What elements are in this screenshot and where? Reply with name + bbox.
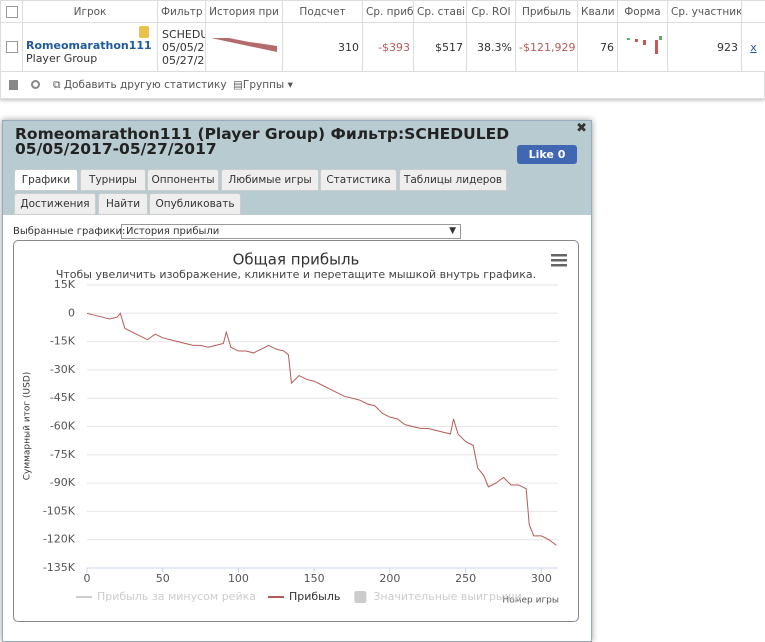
badge-icon	[139, 26, 149, 38]
toolbar: ⧉ Добавить другую статистику ▤Группы ▾	[0, 72, 765, 99]
x-tick-label: 50	[156, 572, 170, 585]
form-chart	[618, 23, 668, 72]
header[interactable]: Ср. приб	[363, 1, 414, 23]
header[interactable]: Форма	[618, 1, 668, 23]
tab[interactable]: Найти	[98, 193, 148, 215]
avg-roi: 38.3%	[467, 23, 516, 72]
add-stat[interactable]: ⧉ Добавить другую статистику	[53, 79, 227, 92]
menu-icon[interactable]	[551, 254, 567, 267]
player-group: Player Group	[26, 52, 154, 65]
x-tick-label: 300	[531, 572, 552, 585]
close-button[interactable]: ✖	[576, 121, 587, 136]
remove-row[interactable]: x	[742, 23, 765, 72]
refresh-icon[interactable]	[31, 80, 40, 89]
x-tick-label: 100	[228, 572, 249, 585]
header[interactable]: Игрок	[23, 1, 158, 23]
stats-table: Игрок Фильтр История при Подсчет Ср. при…	[0, 0, 765, 72]
header[interactable]: История при	[206, 1, 283, 23]
y-axis-label: Суммарный итог (USD)	[23, 372, 33, 481]
select-value: История прибыли	[126, 226, 219, 237]
header[interactable]: Подсчет	[283, 1, 363, 23]
dialog-title: Romeomarathon111 (Player Group) Фильтр:S…	[15, 127, 535, 157]
chart-select[interactable]: История прибыли▼	[121, 224, 461, 239]
avg-profit: -$393	[363, 23, 414, 72]
y-tick-label: -75K	[50, 448, 76, 461]
tab[interactable]: Графики	[14, 169, 78, 191]
y-tick-label: -120K	[43, 533, 76, 546]
tab[interactable]: Любимые игры	[221, 169, 319, 191]
like-count: 0	[558, 148, 566, 161]
y-tick-label: -30K	[50, 363, 76, 376]
player-name[interactable]: Romeomarathon111	[26, 39, 154, 52]
tab[interactable]: Оппоненты	[147, 169, 219, 191]
x-tick-label: 0	[84, 572, 91, 585]
header[interactable]: Ср. ROI	[467, 1, 516, 23]
delete-icon[interactable]	[9, 80, 18, 90]
y-tick-label: 0	[68, 306, 75, 319]
groups[interactable]: ▤Группы ▾	[233, 79, 293, 91]
legend-label: Прибыль	[289, 590, 340, 603]
player-cell: Romeomarathon111 Player Group	[23, 23, 158, 72]
y-tick-label: -15K	[50, 335, 76, 348]
add-stat-label: Добавить другую статистику	[64, 79, 227, 91]
tab[interactable]: Опубликовать	[149, 193, 241, 215]
dialog-header: Romeomarathon111 (Player Group) Фильтр:S…	[3, 121, 591, 215]
itm: 76	[578, 23, 618, 72]
form-bars	[621, 26, 665, 66]
chart-title: Общая прибыль	[233, 251, 360, 269]
tab[interactable]: Достижения	[14, 193, 96, 215]
chart-subtitle: Чтобы увеличить изображение, кликните и …	[56, 268, 536, 281]
legend-label: Прибыль за минусом рейка	[97, 590, 256, 603]
select-all[interactable]	[1, 1, 23, 23]
filter-line: 05/05/2	[162, 41, 202, 54]
sparkline	[209, 26, 279, 66]
profit-line	[87, 313, 556, 545]
legend-label: Значительные выигрыши	[373, 590, 521, 603]
header[interactable]: Ср. ставі	[414, 1, 467, 23]
chart: Общая прибыль Чтобы увеличить изображени…	[13, 240, 579, 622]
filter-cell: SCHEDU 05/05/2 05/27/2	[158, 23, 206, 72]
header[interactable]: Ср. участник	[668, 1, 742, 23]
like-label: Like	[529, 148, 554, 161]
y-tick-label: 15K	[54, 278, 76, 291]
header[interactable]: Квали	[578, 1, 618, 23]
profit: -$121,929	[516, 23, 578, 72]
header[interactable]: Прибыль	[516, 1, 578, 23]
x-tick-label: 250	[455, 572, 476, 585]
x-tick-label: 200	[379, 572, 400, 585]
groups-label: Группы	[243, 79, 284, 91]
count: 310	[283, 23, 363, 72]
select-label: Выбранные графики:	[13, 226, 125, 237]
y-tick-label: -60K	[50, 420, 76, 433]
y-tick-label: -90K	[50, 476, 76, 489]
y-tick-label: -105K	[43, 504, 76, 517]
tab[interactable]: Таблицы лидеров	[399, 169, 507, 191]
avg-stake: $517	[414, 23, 467, 72]
filter-line: 05/27/2	[162, 54, 202, 67]
legend-symbol	[354, 591, 366, 603]
y-tick-label: -135K	[43, 561, 76, 574]
like-button[interactable]: Like 0	[517, 145, 577, 164]
tab[interactable]: Турниры	[80, 169, 146, 191]
filter-line: SCHEDU	[162, 28, 202, 41]
header	[742, 1, 765, 23]
avg-field: 923	[668, 23, 742, 72]
y-tick-label: -45K	[50, 391, 76, 404]
header[interactable]: Фильтр	[158, 1, 206, 23]
x-tick-label: 150	[304, 572, 325, 585]
row-select[interactable]	[1, 23, 23, 72]
tab[interactable]: Статистика	[320, 169, 397, 191]
history-sparkline	[206, 23, 283, 72]
